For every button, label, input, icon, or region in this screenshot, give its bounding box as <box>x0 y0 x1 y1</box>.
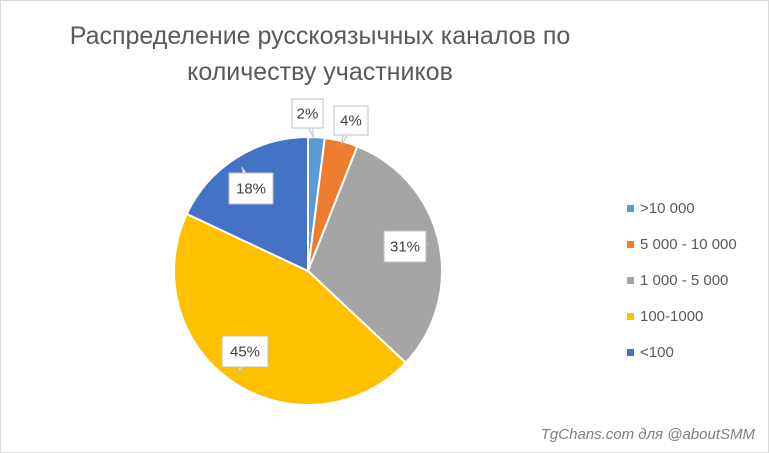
chart-title-line-2: количеству участников <box>187 58 453 86</box>
legend-label: <100 <box>640 343 674 361</box>
legend-swatch <box>627 312 634 320</box>
chart-title: Распределение русскоязычных каналов по к… <box>60 18 580 90</box>
credit-text: TgChans.com для @aboutSMM <box>540 426 755 443</box>
legend-label: 5 000 - 10 000 <box>640 235 737 253</box>
legend-label: >10 000 <box>640 199 695 217</box>
legend-swatch <box>627 348 634 356</box>
callout-box <box>228 172 274 205</box>
data-label-callout: 18% <box>228 166 274 205</box>
callout-box <box>333 105 369 136</box>
data-label-callout: 31% <box>383 230 429 263</box>
legend-item-1000-5000: 1 000 - 5 000 <box>627 262 737 298</box>
data-label-callout: 45% <box>221 335 269 374</box>
legend-label: 100-1000 <box>640 307 704 325</box>
legend-swatch <box>627 240 634 248</box>
data-label: 4% <box>340 113 362 130</box>
legend-label: 1 000 - 5 000 <box>640 271 729 289</box>
callout-box <box>383 230 427 263</box>
data-label: 45% <box>230 344 260 361</box>
chart-title-line-1: Распределение русскоязычных каналов по <box>69 22 571 50</box>
legend-item-over-10000: >10 000 <box>627 190 737 226</box>
data-label-callout: 4% <box>333 105 369 145</box>
data-label-callout: 2% <box>291 98 324 138</box>
legend-item-100-1000: 100-1000 <box>627 298 737 334</box>
data-label: 2% <box>297 106 319 123</box>
legend-item-5000-10000: 5 000 - 10 000 <box>627 226 737 262</box>
callout-box <box>291 98 324 129</box>
chart-legend: >10 000 5 000 - 10 000 1 000 - 5 000 100… <box>627 190 737 370</box>
legend-swatch <box>627 276 634 284</box>
legend-item-under-100: <100 <box>627 334 737 370</box>
data-label: 18% <box>236 181 266 198</box>
data-label: 31% <box>390 239 420 256</box>
slice-1000-5000 <box>306 145 443 365</box>
legend-swatch <box>627 204 634 212</box>
callout-box <box>221 335 269 368</box>
